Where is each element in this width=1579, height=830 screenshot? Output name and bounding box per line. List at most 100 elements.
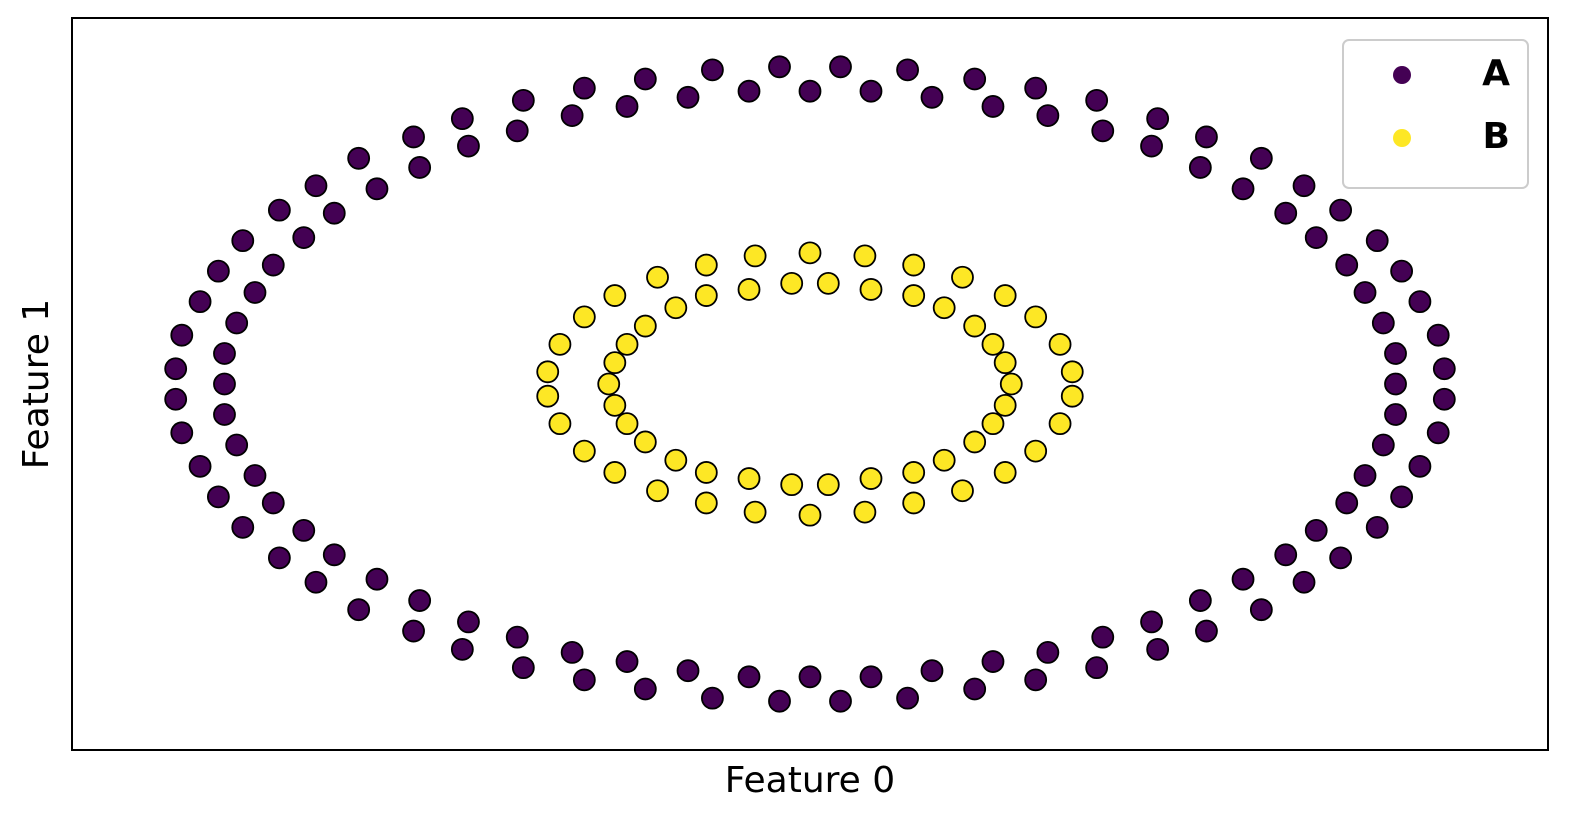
legend-box: [1342, 39, 1529, 189]
x-axis-label: Feature 0: [725, 760, 895, 801]
point: [896, 58, 919, 82]
point: [1365, 229, 1389, 253]
point: [1060, 360, 1084, 384]
point: [743, 244, 767, 268]
point: [1384, 342, 1407, 365]
point: [511, 88, 535, 112]
point: [896, 686, 919, 710]
point: [1426, 323, 1450, 347]
point: [1231, 567, 1255, 591]
legend-marker: [1393, 129, 1411, 147]
point: [694, 491, 718, 515]
point: [737, 467, 761, 490]
point: [932, 296, 956, 320]
point: [615, 650, 639, 673]
point: [1024, 668, 1048, 692]
legend-label: A: [1482, 53, 1510, 94]
point: [1365, 515, 1389, 539]
point: [1146, 107, 1170, 131]
point: [963, 314, 987, 338]
point: [548, 412, 572, 436]
point: [853, 500, 877, 524]
point: [633, 677, 657, 701]
point: [457, 610, 480, 634]
point: [603, 393, 627, 417]
point: [231, 229, 255, 253]
point: [963, 67, 987, 91]
point: [572, 668, 596, 692]
point: [676, 659, 700, 683]
point: [981, 650, 1005, 673]
point: [1432, 357, 1456, 381]
point: [780, 271, 804, 295]
point: [633, 430, 657, 454]
point: [548, 332, 572, 356]
point: [450, 637, 474, 661]
point: [993, 461, 1017, 484]
point: [1060, 384, 1084, 408]
point: [1408, 454, 1432, 478]
point: [188, 454, 212, 478]
point: [188, 290, 212, 314]
point: [1329, 546, 1353, 570]
point: [1024, 439, 1048, 463]
point: [920, 659, 944, 683]
point: [694, 461, 718, 484]
point: [853, 244, 877, 268]
point: [902, 461, 926, 484]
point: [243, 464, 267, 487]
point: [798, 665, 822, 689]
point: [1249, 598, 1273, 622]
point: [572, 305, 596, 329]
point: [615, 95, 639, 118]
point: [170, 421, 194, 445]
legend-marker: [1393, 66, 1411, 84]
point: [1231, 177, 1255, 201]
point: [1384, 372, 1407, 396]
point: [292, 519, 316, 542]
point: [267, 546, 291, 570]
point: [408, 156, 432, 179]
point: [1390, 259, 1414, 283]
point: [1024, 76, 1048, 100]
point: [402, 125, 425, 149]
point: [231, 515, 255, 539]
point: [646, 479, 669, 503]
point: [1146, 637, 1170, 661]
point: [1274, 201, 1298, 225]
point: [225, 311, 249, 335]
point: [536, 360, 560, 384]
point: [701, 58, 724, 82]
point: [304, 570, 328, 594]
point: [560, 104, 584, 127]
point: [664, 296, 688, 320]
y-axis-label: Feature 1: [16, 299, 57, 469]
point: [932, 448, 956, 472]
point: [829, 689, 852, 713]
point: [322, 543, 346, 567]
legend-label: B: [1483, 116, 1510, 157]
point: [1353, 464, 1377, 487]
point: [798, 503, 822, 527]
point: [1292, 570, 1316, 594]
legend: AB: [1342, 39, 1529, 189]
point: [536, 384, 560, 408]
point: [347, 146, 371, 170]
point: [1371, 433, 1395, 457]
point: [993, 351, 1017, 375]
point: [560, 641, 584, 664]
point: [780, 473, 804, 497]
point: [951, 265, 974, 289]
point: [1335, 491, 1359, 515]
point: [694, 253, 718, 277]
point: [859, 278, 883, 301]
point: [615, 412, 639, 436]
point: [1249, 146, 1273, 170]
point: [225, 433, 249, 457]
point: [1432, 387, 1456, 411]
point: [902, 284, 926, 307]
point: [1390, 485, 1414, 509]
point: [951, 479, 974, 503]
point: [597, 372, 621, 396]
